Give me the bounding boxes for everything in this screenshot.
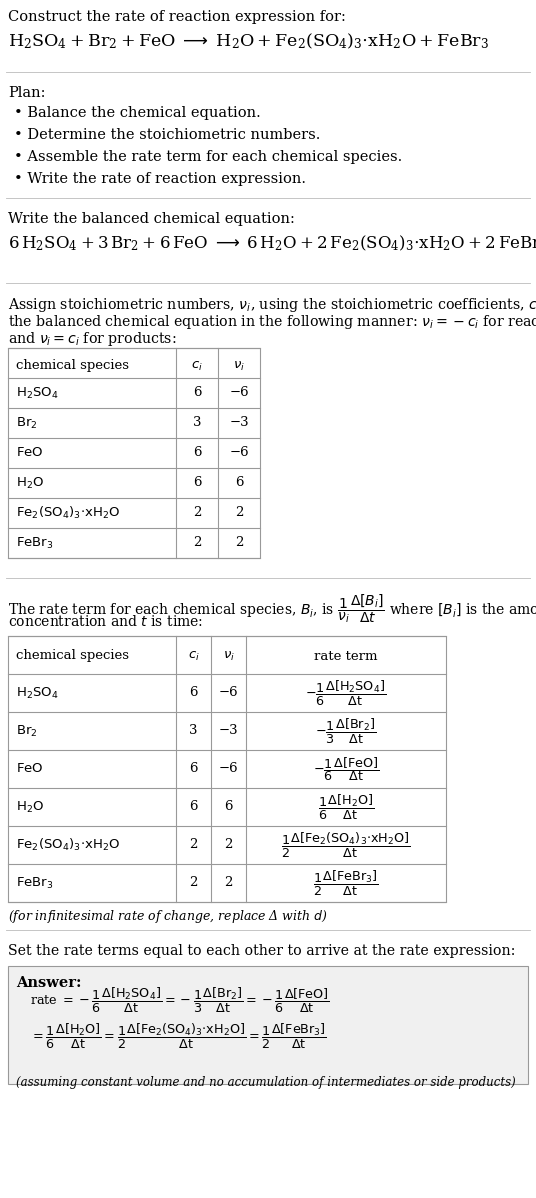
Text: 2: 2 [224,839,233,852]
Text: $\rm FeO$: $\rm FeO$ [16,762,43,775]
Text: 6: 6 [193,477,201,490]
Text: 2: 2 [193,507,201,520]
Text: and $\nu_i = c_i$ for products:: and $\nu_i = c_i$ for products: [8,329,176,347]
Text: $\nu_i$: $\nu_i$ [233,359,245,373]
Text: $-\dfrac{1}{3}\dfrac{\Delta[\rm Br_2]}{\Delta t}$: $-\dfrac{1}{3}\dfrac{\Delta[\rm Br_2]}{\… [315,716,377,745]
Text: $\mathregular{6\,H_2SO_4 + 3\,Br_2 + 6\,FeO}$$\;\longrightarrow\;$$\mathregular{: $\mathregular{6\,H_2SO_4 + 3\,Br_2 + 6\,… [8,234,536,254]
Text: $\rm H_2O$: $\rm H_2O$ [16,799,44,815]
Text: $\rm Br_2$: $\rm Br_2$ [16,416,38,430]
Text: 2: 2 [193,537,201,550]
Text: 2: 2 [224,877,233,889]
Text: $\dfrac{1}{2}\dfrac{\Delta[\rm Fe_2(SO_4)_3{\cdot}xH_2O]}{\Delta t}$: $\dfrac{1}{2}\dfrac{\Delta[\rm Fe_2(SO_4… [281,830,411,859]
Text: $c_i$: $c_i$ [191,359,203,373]
Text: $-\dfrac{1}{6}\dfrac{\Delta[\rm H_2SO_4]}{\Delta t}$: $-\dfrac{1}{6}\dfrac{\Delta[\rm H_2SO_4]… [306,678,386,708]
Text: −6: −6 [229,447,249,460]
Text: 6: 6 [189,686,198,700]
Text: Assign stoichiometric numbers, $\nu_i$, using the stoichiometric coefficients, $: Assign stoichiometric numbers, $\nu_i$, … [8,296,536,314]
Bar [8,636,446,902]
Text: rate $= -\dfrac{1}{6}\dfrac{\Delta[\rm H_2SO_4]}{\Delta t}= -\dfrac{1}{3}\dfrac{: rate $= -\dfrac{1}{6}\dfrac{\Delta[\rm H… [30,986,330,1015]
Text: 6: 6 [189,800,198,813]
Text: $\dfrac{1}{2}\dfrac{\Delta[\rm FeBr_3]}{\Delta t}$: $\dfrac{1}{2}\dfrac{\Delta[\rm FeBr_3]}{… [313,869,379,897]
Text: 3: 3 [193,417,201,430]
Text: −6: −6 [229,387,249,399]
Text: Write the balanced chemical equation:: Write the balanced chemical equation: [8,212,295,226]
Bar [8,966,528,1084]
Text: $\mathregular{H_2SO_4 + Br_2 + FeO}$$\;\longrightarrow\;$$\mathregular{H_2O + Fe: $\mathregular{H_2SO_4 + Br_2 + FeO}$$\;\… [8,32,489,52]
Text: 6: 6 [193,447,201,460]
Text: 2: 2 [235,507,243,520]
Text: chemical species: chemical species [16,649,129,662]
Text: 6: 6 [193,387,201,399]
Text: $c_i$: $c_i$ [188,649,199,662]
Text: 2: 2 [235,537,243,550]
Text: • Write the rate of reaction expression.: • Write the rate of reaction expression. [14,173,306,186]
Text: −6: −6 [219,686,239,700]
Text: $\rm FeO$: $\rm FeO$ [16,447,43,460]
Text: • Assemble the rate term for each chemical species.: • Assemble the rate term for each chemic… [14,150,402,164]
Text: $\rm Fe_2(SO_4)_3{\cdot}xH_2O$: $\rm Fe_2(SO_4)_3{\cdot}xH_2O$ [16,837,120,853]
Text: $\rm FeBr_3$: $\rm FeBr_3$ [16,536,54,551]
Text: $-\dfrac{1}{6}\dfrac{\Delta[\rm FeO]}{\Delta t}$: $-\dfrac{1}{6}\dfrac{\Delta[\rm FeO]}{\D… [313,755,379,783]
Text: $\rm H_2SO_4$: $\rm H_2SO_4$ [16,685,58,701]
Text: $\dfrac{1}{6}\dfrac{\Delta[\rm H_2O]}{\Delta t}$: $\dfrac{1}{6}\dfrac{\Delta[\rm H_2O]}{\D… [318,792,374,822]
Text: 3: 3 [189,725,198,738]
Text: Plan:: Plan: [8,86,46,99]
Text: 2: 2 [189,839,198,852]
Text: • Balance the chemical equation.: • Balance the chemical equation. [14,105,260,120]
Text: rate term: rate term [314,649,378,662]
Text: • Determine the stoichiometric numbers.: • Determine the stoichiometric numbers. [14,128,321,143]
Text: Answer:: Answer: [16,976,81,990]
Text: (for infinitesimal rate of change, replace Δ with $d$): (for infinitesimal rate of change, repla… [8,908,328,925]
Text: $\nu_i$: $\nu_i$ [222,649,234,662]
Bar [8,347,260,558]
Text: Construct the rate of reaction expression for:: Construct the rate of reaction expressio… [8,10,346,24]
Text: $\rm Br_2$: $\rm Br_2$ [16,724,38,738]
Text: 6: 6 [235,477,243,490]
Text: chemical species: chemical species [16,359,129,373]
Text: The rate term for each chemical species, $B_i$, is $\dfrac{1}{\nu_i}\dfrac{\Delt: The rate term for each chemical species,… [8,592,536,624]
Text: concentration and $t$ is time:: concentration and $t$ is time: [8,615,203,629]
Text: $\rm H_2SO_4$: $\rm H_2SO_4$ [16,386,58,400]
Text: $\rm Fe_2(SO_4)_3{\cdot}xH_2O$: $\rm Fe_2(SO_4)_3{\cdot}xH_2O$ [16,504,120,521]
Text: $\rm H_2O$: $\rm H_2O$ [16,476,44,490]
Text: −6: −6 [219,762,239,775]
Text: −3: −3 [229,417,249,430]
Text: 6: 6 [189,762,198,775]
Text: 2: 2 [189,877,198,889]
Text: $\rm FeBr_3$: $\rm FeBr_3$ [16,876,54,890]
Text: $= \dfrac{1}{6}\dfrac{\Delta[\rm H_2O]}{\Delta t}= \dfrac{1}{2}\dfrac{\Delta[\rm: $= \dfrac{1}{6}\dfrac{\Delta[\rm H_2O]}{… [30,1022,327,1051]
Text: the balanced chemical equation in the following manner: $\nu_i = -c_i$ for react: the balanced chemical equation in the fo… [8,313,536,331]
Text: 6: 6 [224,800,233,813]
Text: (assuming constant volume and no accumulation of intermediates or side products): (assuming constant volume and no accumul… [16,1076,516,1089]
Text: −3: −3 [219,725,239,738]
Text: Set the rate terms equal to each other to arrive at the rate expression:: Set the rate terms equal to each other t… [8,944,516,958]
